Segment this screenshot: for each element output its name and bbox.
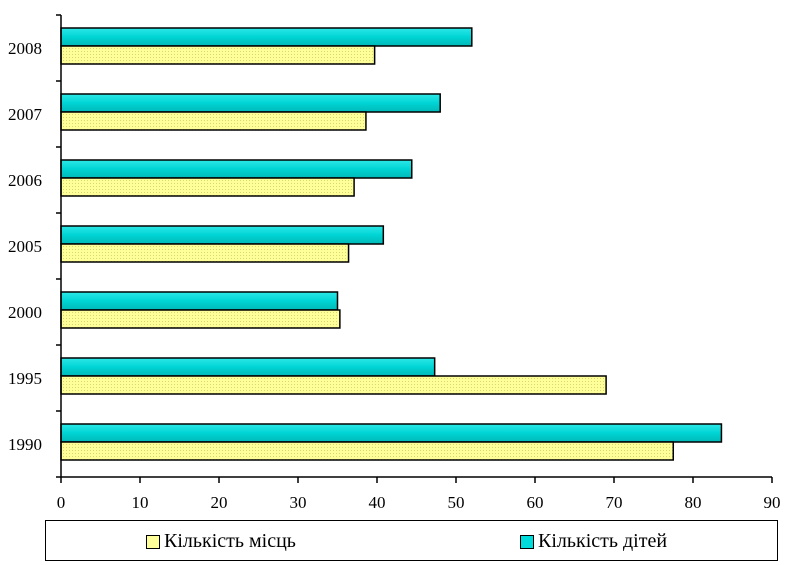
y-tick-label-2000: 2000 [8,303,42,322]
bar-children-2000 [60,291,339,311]
bar-places-2008 [60,45,376,65]
y-tick-label-2005: 2005 [8,237,42,256]
legend-swatch-places [146,534,160,549]
x-tick-label-90: 90 [764,493,781,512]
bar-places-2000 [60,309,341,329]
y-tick-label-2006: 2006 [8,171,42,190]
x-tick-label-70: 70 [606,493,623,512]
bar-children-2006 [60,159,413,179]
legend: Кількість місць Кількість дітей [45,520,778,561]
bar-children-1990 [60,423,723,443]
bar-children-2005 [60,225,385,245]
bar-children-2007 [60,93,441,113]
x-tick-label-40: 40 [369,493,386,512]
legend-item-places: Кількість місць [146,530,296,553]
legend-label-places: Кількість місць [164,530,296,552]
x-tick-label-10: 10 [132,493,149,512]
bar-places-2005 [60,243,350,263]
legend-swatch-children [520,534,534,549]
bar-places-1990 [60,441,674,461]
x-tick-label-20: 20 [211,493,228,512]
legend-item-children: Кількість дітей [520,530,667,553]
bar-places-1995 [60,375,607,395]
bar-children-1995 [60,357,436,377]
x-tick-label-0: 0 [57,493,66,512]
legend-label-children: Кількість дітей [538,530,668,552]
y-tick-label-1990: 1990 [8,435,42,454]
x-tick-label-30: 30 [290,493,307,512]
bar-children-2008 [60,27,473,47]
bar-places-2007 [60,111,367,131]
x-tick-label-60: 60 [527,493,544,512]
x-tick-label-80: 80 [685,493,702,512]
bar-places-2006 [60,177,355,197]
x-tick-label-50: 50 [448,493,465,512]
y-tick-label-2007: 2007 [8,105,43,124]
y-tick-label-2008: 2008 [8,39,42,58]
y-tick-label-1995: 1995 [8,369,42,388]
